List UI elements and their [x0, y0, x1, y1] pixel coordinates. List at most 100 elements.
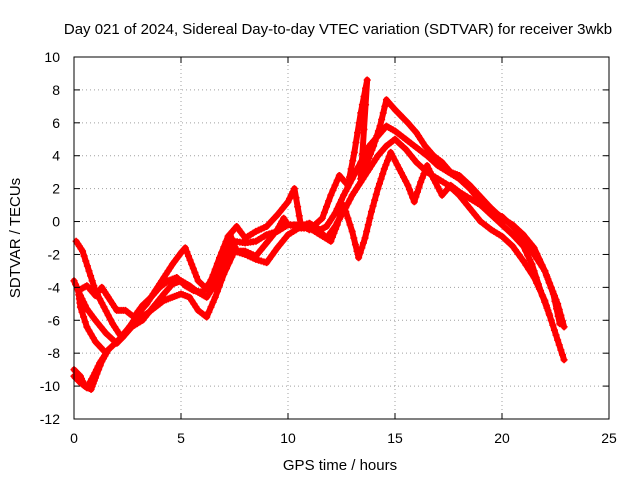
plus-marker: [292, 194, 300, 202]
data-point: [121, 306, 129, 314]
data-point: [147, 293, 155, 301]
data-point: [273, 211, 281, 219]
data-point: [560, 323, 568, 331]
data-point: [207, 277, 215, 285]
plus-marker: [534, 280, 542, 288]
plus-marker: [366, 214, 374, 222]
data-point: [91, 316, 99, 324]
x-tick-label: 25: [601, 430, 617, 446]
plus-marker: [533, 250, 541, 258]
plus-marker: [88, 277, 96, 285]
plus-marker: [350, 234, 358, 242]
data-point: [487, 226, 495, 234]
plus-marker: [514, 250, 522, 258]
plus-marker: [549, 321, 557, 329]
y-tick-label: -6: [48, 312, 61, 328]
data-point: [273, 227, 281, 235]
plus-marker: [365, 154, 373, 162]
plus-marker: [526, 256, 534, 264]
y-tick-label: -4: [48, 279, 61, 295]
data-point: [263, 259, 271, 267]
y-tick-label: 2: [52, 181, 60, 197]
data-point: [76, 303, 84, 311]
plus-marker: [335, 216, 343, 224]
plus-marker: [323, 203, 331, 211]
plus-marker: [379, 170, 387, 178]
plus-marker: [371, 137, 379, 145]
data-point: [252, 255, 260, 263]
plus-marker: [218, 248, 226, 256]
plus-marker: [338, 196, 345, 204]
data-point: [305, 226, 313, 234]
data-point: [367, 208, 375, 216]
data-point: [363, 76, 371, 84]
data-point: [382, 122, 390, 130]
plus-marker: [362, 101, 370, 109]
plus-marker: [397, 169, 405, 177]
data-point: [498, 232, 506, 240]
data-point: [297, 221, 305, 229]
plus-marker: [87, 272, 95, 280]
series-track-a: [70, 122, 568, 393]
plus-marker: [216, 282, 224, 290]
plus-marker: [222, 264, 230, 272]
data-point: [404, 119, 412, 127]
data-point: [263, 239, 271, 247]
y-tick-label: -8: [48, 345, 61, 361]
data-point: [284, 221, 292, 229]
plus-marker: [369, 202, 377, 210]
y-tick-label: -12: [40, 411, 60, 427]
plus-marker: [268, 251, 276, 259]
plus-marker: [102, 307, 110, 315]
plus-marker: [420, 170, 428, 178]
data-point: [284, 231, 292, 239]
plus-marker: [213, 260, 221, 268]
data-point: [252, 227, 260, 235]
data-point: [560, 356, 568, 364]
data-point: [290, 185, 298, 193]
data-point: [91, 338, 99, 346]
data-point: [509, 242, 517, 250]
plus-marker: [344, 214, 352, 222]
data-point: [83, 384, 91, 392]
plus-marker: [372, 190, 380, 198]
x-tick-label: 20: [494, 430, 510, 446]
data-point: [438, 191, 446, 199]
data-point: [85, 267, 93, 275]
plus-marker: [382, 161, 390, 169]
data-point: [231, 247, 238, 255]
data-point: [477, 218, 485, 226]
plus-marker: [375, 180, 383, 188]
y-tick-label: 4: [52, 148, 60, 164]
data-point: [280, 214, 288, 222]
data-point: [252, 237, 260, 245]
data-point: [143, 310, 151, 318]
plus-marker: [543, 304, 551, 312]
plus-marker: [522, 247, 530, 255]
data-point: [160, 297, 168, 305]
data-point: [224, 232, 232, 240]
plus-marker: [524, 251, 532, 259]
plus-marker: [347, 165, 355, 173]
data-point: [241, 234, 249, 242]
plus-marker: [418, 174, 426, 182]
data-point: [391, 106, 399, 114]
data-point: [376, 122, 384, 130]
data-point: [438, 158, 446, 166]
data-point: [374, 152, 382, 160]
plus-marker: [364, 221, 372, 229]
data-point: [447, 168, 455, 176]
tick-labels: 0 5 10 15 20 25 -12 -10 -8 -6 -4 -2 0 2 4 6 8 10: [40, 49, 617, 446]
data-points: [70, 76, 568, 393]
data-point: [333, 221, 341, 229]
data-point: [273, 244, 281, 252]
data-point: [233, 222, 241, 230]
plus-marker: [207, 303, 215, 311]
data-point: [181, 282, 189, 290]
plus-marker: [535, 255, 543, 263]
data-point: [74, 287, 82, 295]
data-point: [91, 292, 99, 300]
data-point: [549, 290, 557, 298]
data-point: [102, 349, 110, 357]
data-point: [327, 191, 335, 199]
